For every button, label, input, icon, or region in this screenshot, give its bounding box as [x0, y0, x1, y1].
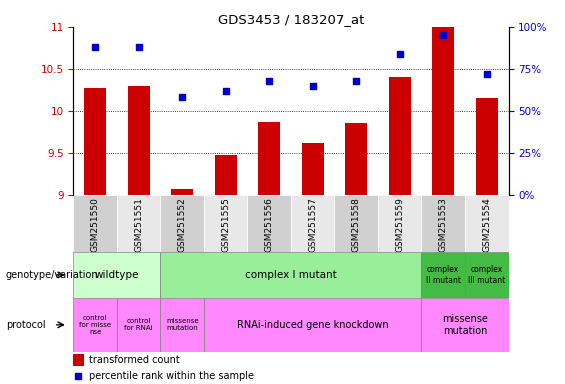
Point — [351, 78, 361, 84]
Text: GSM251553: GSM251553 — [439, 197, 447, 252]
Text: control
for RNAi: control for RNAi — [124, 318, 153, 331]
Bar — [302, 142, 324, 195]
Text: genotype/variation: genotype/variation — [6, 270, 98, 280]
FancyBboxPatch shape — [204, 298, 421, 352]
Text: missense
mutation: missense mutation — [442, 314, 488, 336]
Point — [438, 32, 447, 38]
Point — [221, 88, 231, 94]
Text: protocol: protocol — [6, 320, 45, 330]
Bar — [345, 123, 367, 195]
FancyBboxPatch shape — [465, 252, 508, 298]
FancyBboxPatch shape — [117, 195, 160, 252]
Text: GSM251551: GSM251551 — [134, 197, 143, 252]
Text: percentile rank within the sample: percentile rank within the sample — [89, 371, 254, 381]
FancyBboxPatch shape — [73, 195, 117, 252]
Point — [483, 71, 492, 77]
FancyBboxPatch shape — [334, 195, 378, 252]
Bar — [258, 122, 280, 195]
FancyBboxPatch shape — [421, 195, 465, 252]
Text: GSM251556: GSM251556 — [265, 197, 273, 252]
Text: GSM251552: GSM251552 — [178, 197, 186, 252]
Text: GSM251550: GSM251550 — [91, 197, 99, 252]
FancyBboxPatch shape — [160, 252, 421, 298]
Title: GDS3453 / 183207_at: GDS3453 / 183207_at — [218, 13, 364, 26]
Text: GSM251557: GSM251557 — [308, 197, 317, 252]
FancyBboxPatch shape — [465, 195, 508, 252]
FancyBboxPatch shape — [73, 252, 160, 298]
Bar — [128, 86, 150, 195]
FancyBboxPatch shape — [73, 298, 117, 352]
Text: complex
III mutant: complex III mutant — [468, 265, 505, 285]
FancyBboxPatch shape — [247, 195, 291, 252]
Text: GSM251554: GSM251554 — [483, 197, 491, 252]
Text: wildtype: wildtype — [95, 270, 139, 280]
FancyBboxPatch shape — [204, 195, 247, 252]
FancyBboxPatch shape — [421, 252, 465, 298]
Point — [90, 44, 100, 50]
Text: GSM251558: GSM251558 — [352, 197, 360, 252]
Bar — [84, 88, 106, 195]
Bar — [389, 77, 411, 195]
Text: control
for misse
nse: control for misse nse — [79, 315, 111, 335]
Bar — [476, 98, 498, 195]
Point — [264, 78, 274, 84]
Point — [308, 83, 318, 89]
FancyBboxPatch shape — [117, 298, 160, 352]
Point — [396, 51, 405, 57]
Bar — [171, 189, 193, 195]
Point — [73, 373, 82, 379]
Text: transformed count: transformed count — [89, 355, 180, 365]
Point — [177, 94, 186, 100]
Bar — [432, 27, 454, 195]
FancyBboxPatch shape — [160, 195, 204, 252]
FancyBboxPatch shape — [421, 298, 508, 352]
Text: RNAi-induced gene knockdown: RNAi-induced gene knockdown — [237, 320, 389, 330]
Text: complex
II mutant: complex II mutant — [426, 265, 460, 285]
Text: complex I mutant: complex I mutant — [245, 270, 337, 280]
FancyBboxPatch shape — [160, 298, 204, 352]
Bar — [73, 354, 84, 366]
Point — [134, 44, 144, 50]
Text: missense
mutation: missense mutation — [166, 318, 198, 331]
Text: GSM251555: GSM251555 — [221, 197, 230, 252]
FancyBboxPatch shape — [291, 195, 334, 252]
Bar — [215, 155, 237, 195]
FancyBboxPatch shape — [378, 195, 421, 252]
Text: GSM251559: GSM251559 — [396, 197, 404, 252]
